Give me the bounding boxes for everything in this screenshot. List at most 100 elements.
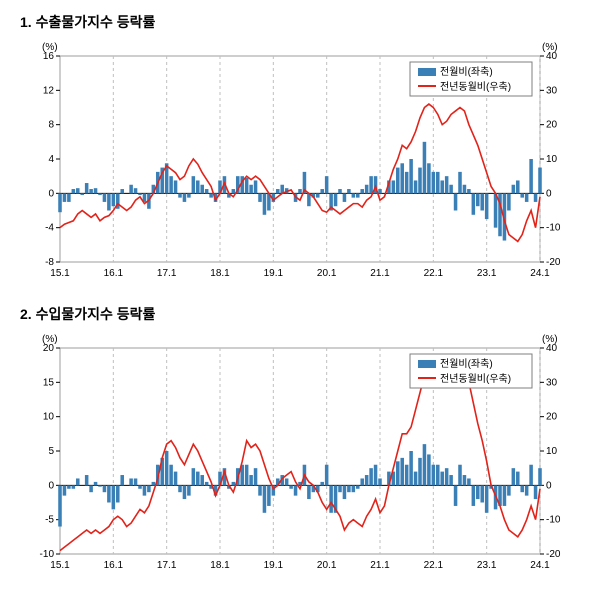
bar bbox=[263, 485, 267, 512]
chart-wrap: -8-40481216-20-1001020304015.116.117.118… bbox=[20, 36, 580, 286]
bar bbox=[360, 189, 364, 193]
bar bbox=[183, 193, 187, 202]
bar bbox=[232, 482, 236, 485]
bar bbox=[440, 472, 444, 486]
bar bbox=[85, 183, 89, 193]
bar bbox=[409, 451, 413, 485]
svg-text:(%): (%) bbox=[542, 334, 558, 345]
bar bbox=[89, 485, 93, 492]
bar bbox=[134, 478, 138, 485]
svg-text:10: 10 bbox=[546, 446, 558, 457]
svg-text:15: 15 bbox=[43, 377, 55, 388]
bar bbox=[72, 485, 76, 488]
svg-text:23.1: 23.1 bbox=[477, 268, 497, 279]
bar bbox=[298, 189, 302, 193]
bar bbox=[392, 180, 396, 193]
bar bbox=[454, 193, 458, 210]
bar bbox=[196, 180, 200, 193]
bar bbox=[507, 485, 511, 495]
bar bbox=[449, 185, 453, 194]
bar bbox=[400, 458, 404, 485]
svg-text:18.1: 18.1 bbox=[210, 268, 230, 279]
svg-text:(%): (%) bbox=[42, 42, 58, 53]
bar bbox=[143, 485, 147, 495]
bar bbox=[249, 475, 253, 485]
chart-svg: -10-505101520-20-1001020304015.116.117.1… bbox=[20, 328, 580, 578]
bar bbox=[138, 485, 142, 488]
bar bbox=[112, 193, 116, 206]
bar bbox=[138, 193, 142, 195]
bar bbox=[409, 159, 413, 193]
bar bbox=[374, 465, 378, 486]
legend-bar-label: 전월비(좌축) bbox=[440, 66, 493, 78]
bar bbox=[147, 485, 151, 492]
bar bbox=[245, 178, 249, 193]
bar bbox=[423, 444, 427, 485]
svg-text:21.1: 21.1 bbox=[370, 560, 390, 571]
bar bbox=[378, 478, 382, 485]
bar bbox=[520, 193, 524, 197]
bar bbox=[72, 189, 76, 193]
bar bbox=[352, 485, 356, 492]
bar bbox=[472, 193, 476, 214]
svg-text:16.1: 16.1 bbox=[104, 560, 124, 571]
svg-text:19.1: 19.1 bbox=[264, 560, 284, 571]
bar bbox=[254, 180, 258, 193]
bar bbox=[512, 468, 516, 485]
bar bbox=[467, 478, 471, 485]
svg-text:10: 10 bbox=[43, 412, 55, 423]
bar bbox=[232, 189, 236, 193]
bar bbox=[338, 485, 342, 492]
bar bbox=[538, 468, 542, 485]
bar bbox=[485, 193, 489, 219]
bar bbox=[396, 461, 400, 485]
bar bbox=[276, 189, 280, 193]
bar bbox=[467, 189, 471, 193]
bar bbox=[525, 193, 529, 202]
svg-text:15.1: 15.1 bbox=[50, 560, 70, 571]
bar bbox=[76, 188, 80, 193]
bar bbox=[152, 482, 156, 485]
bar bbox=[169, 176, 173, 193]
bar bbox=[356, 193, 360, 197]
svg-text:24.1: 24.1 bbox=[530, 560, 550, 571]
bar bbox=[396, 168, 400, 194]
svg-text:0: 0 bbox=[546, 480, 552, 491]
bar bbox=[325, 176, 329, 193]
bar bbox=[343, 193, 347, 202]
svg-text:20: 20 bbox=[546, 120, 558, 131]
bar bbox=[440, 180, 444, 193]
bar bbox=[320, 189, 324, 193]
legend-bar-label: 전월비(좌축) bbox=[440, 358, 493, 370]
bar bbox=[98, 193, 102, 195]
svg-text:8: 8 bbox=[48, 120, 54, 131]
bar bbox=[285, 478, 289, 485]
svg-text:30: 30 bbox=[546, 377, 558, 388]
bar bbox=[485, 485, 489, 512]
bar bbox=[289, 485, 293, 488]
bar bbox=[405, 465, 409, 486]
bar bbox=[369, 468, 373, 485]
bar bbox=[178, 485, 182, 492]
svg-text:24.1: 24.1 bbox=[530, 268, 550, 279]
bar bbox=[103, 193, 107, 202]
bar bbox=[103, 485, 107, 492]
bar bbox=[63, 485, 67, 495]
bar bbox=[58, 485, 62, 526]
bar bbox=[85, 475, 89, 485]
bar bbox=[463, 185, 467, 194]
svg-text:5: 5 bbox=[48, 446, 54, 457]
bar bbox=[205, 189, 209, 193]
bar bbox=[343, 485, 347, 499]
bar bbox=[196, 472, 200, 486]
bar bbox=[534, 485, 538, 499]
bar bbox=[423, 142, 427, 194]
bar bbox=[529, 465, 533, 486]
bar bbox=[503, 485, 507, 506]
bar bbox=[480, 485, 484, 502]
bar bbox=[245, 465, 249, 486]
bar bbox=[405, 172, 409, 193]
svg-text:12: 12 bbox=[43, 85, 55, 96]
bar bbox=[200, 185, 204, 194]
svg-text:16.1: 16.1 bbox=[104, 268, 124, 279]
